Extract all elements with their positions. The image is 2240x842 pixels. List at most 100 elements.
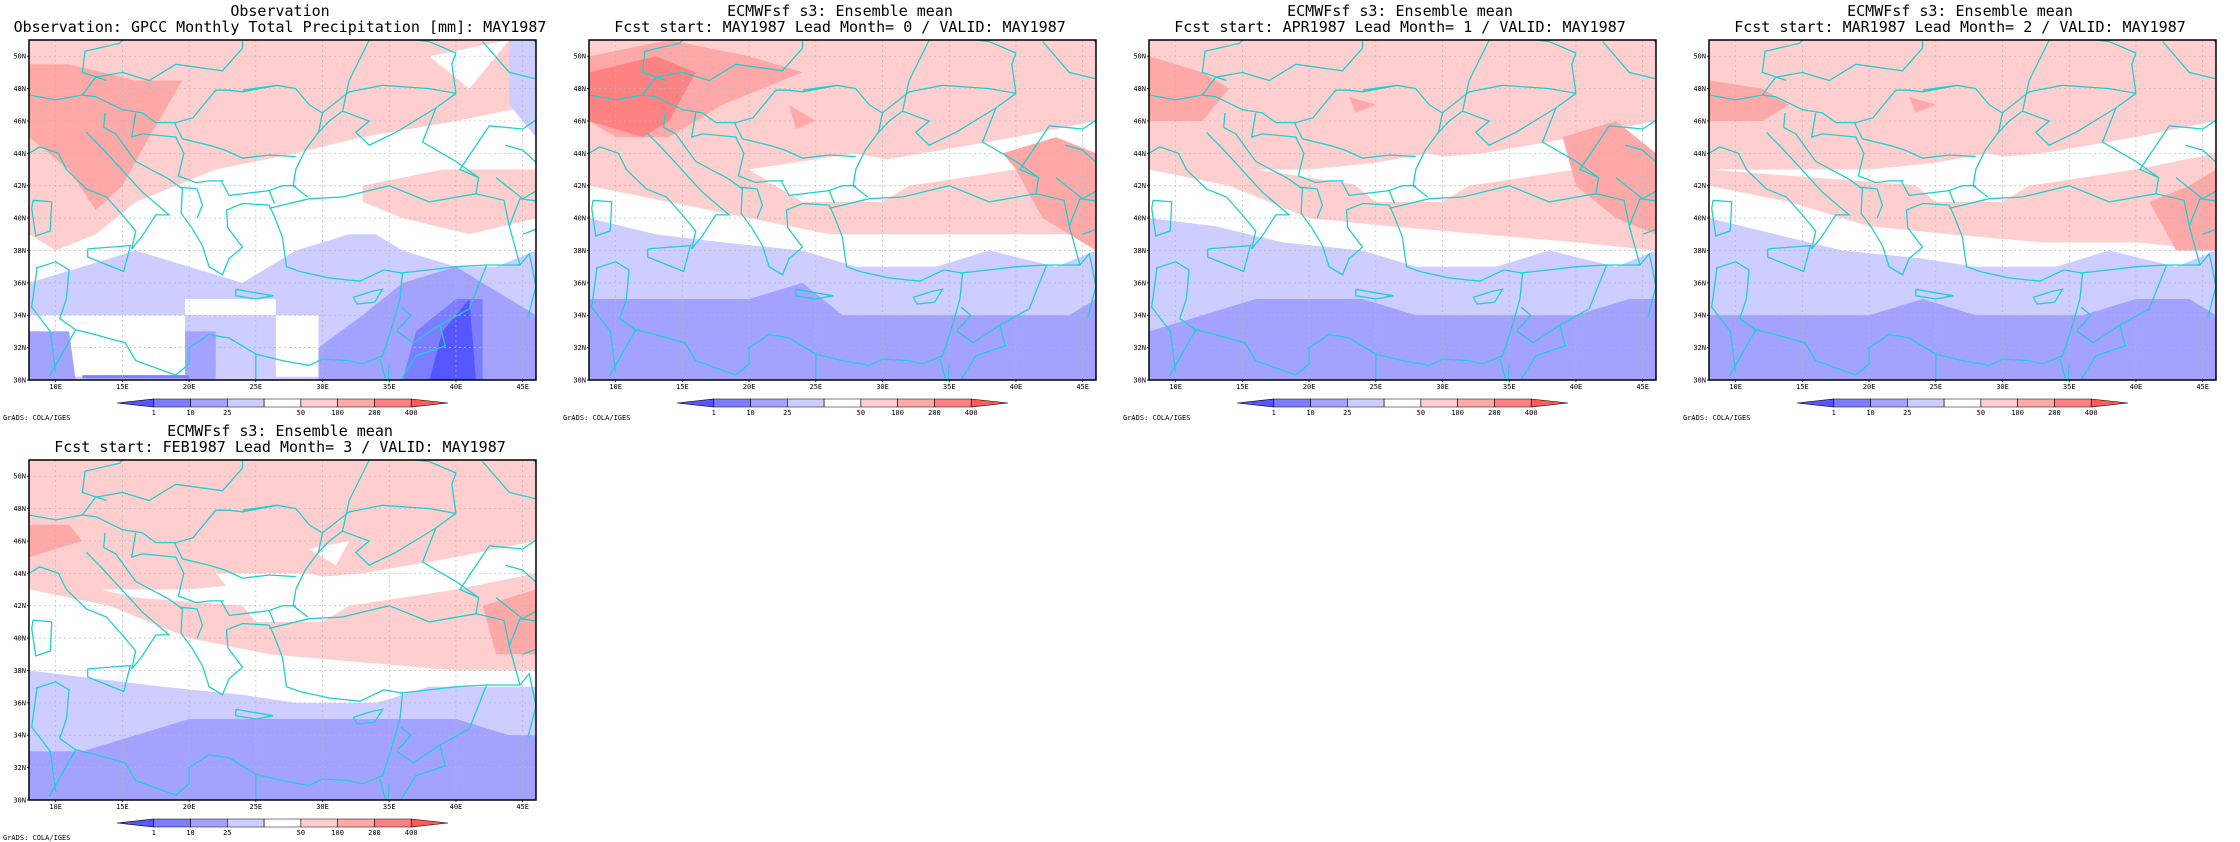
lat-tick-label: 50N bbox=[573, 53, 586, 61]
coastline bbox=[663, 112, 666, 128]
coastline bbox=[352, 708, 384, 725]
coastline bbox=[341, 460, 370, 532]
coastline bbox=[2199, 252, 2216, 318]
coastline bbox=[535, 42, 536, 46]
coastline bbox=[802, 84, 838, 91]
coastline bbox=[81, 460, 244, 516]
precip-contour-region bbox=[1149, 40, 1656, 170]
coastline bbox=[741, 186, 764, 219]
coastline bbox=[2080, 324, 2127, 380]
colorbar-label: 400 bbox=[405, 409, 418, 417]
colorbar-segment bbox=[934, 398, 972, 408]
lon-tick-label: 20E bbox=[743, 383, 756, 391]
lon-tick-label: 20E bbox=[183, 383, 196, 391]
coastline bbox=[1709, 131, 1851, 250]
lat-tick-label: 32N bbox=[573, 344, 586, 352]
coastlines bbox=[29, 40, 536, 380]
lat-tick-label: 32N bbox=[1693, 344, 1706, 352]
coastline bbox=[130, 112, 224, 184]
coastlines bbox=[1709, 40, 2216, 380]
coastline bbox=[1092, 40, 1096, 45]
coastline bbox=[1949, 106, 2160, 210]
colorbar-label: 10 bbox=[186, 409, 194, 417]
colorbar-segment bbox=[374, 398, 412, 408]
coastline bbox=[341, 40, 370, 112]
colorbar-label: 50 bbox=[297, 409, 305, 417]
coastline bbox=[641, 40, 683, 82]
coastline bbox=[415, 460, 457, 529]
panel-title: ECMWFsf s3: Ensemble mean bbox=[727, 2, 953, 20]
colorbar-label: 25 bbox=[223, 829, 231, 837]
colorbar-segment bbox=[2054, 398, 2092, 408]
colorbar: 1 10 25 50 100 200 400 bbox=[1796, 398, 2129, 417]
lat-tick-label: 44N bbox=[1693, 150, 1706, 158]
lon-tick-label: 30E bbox=[1996, 383, 2009, 391]
map-frame bbox=[1708, 39, 2217, 381]
lat-tick-label: 40N bbox=[573, 215, 586, 223]
colorbar-segment bbox=[1980, 398, 2018, 408]
coastline bbox=[1388, 190, 1396, 204]
lon-tick-label: 45E bbox=[1636, 383, 1649, 391]
coastline bbox=[1079, 252, 1096, 318]
colorbar-segment bbox=[713, 398, 751, 408]
panel-subtitle: Fcst start: MAY1987 Lead Month= 0 / VALI… bbox=[614, 18, 1066, 36]
coastline bbox=[495, 564, 536, 620]
lon-tick-label: 45E bbox=[1076, 383, 1089, 391]
colorbar-segment bbox=[750, 398, 788, 408]
coastline bbox=[31, 199, 53, 237]
coastline bbox=[31, 268, 57, 372]
lat-tick-label: 42N bbox=[1133, 182, 1146, 190]
lat-tick-label: 46N bbox=[1133, 117, 1146, 125]
precip-map: 10E 15E 20E 25E 30E 35E 40E 45E 30N 32N 34N 36N 38N 4… bbox=[1133, 39, 1657, 417]
colorbar-label: 10 bbox=[1866, 409, 1874, 417]
coastline bbox=[1861, 186, 1884, 219]
lat-tick-label: 36N bbox=[13, 699, 26, 707]
lon-tick-label: 30E bbox=[316, 803, 329, 811]
coastline bbox=[1095, 42, 1096, 46]
lon-tick-label: 35E bbox=[2063, 383, 2076, 391]
coastline bbox=[1516, 306, 1532, 331]
coastline bbox=[1948, 190, 1956, 204]
coastline bbox=[589, 84, 884, 133]
lat-tick-label: 38N bbox=[13, 247, 26, 255]
coastline bbox=[2076, 264, 2168, 344]
coastline bbox=[81, 40, 244, 96]
lat-tick-label: 40N bbox=[1693, 215, 1706, 223]
coastlines bbox=[589, 40, 1096, 380]
lat-tick-label: 36N bbox=[13, 279, 26, 287]
coastline bbox=[2032, 288, 2064, 305]
precip-contour-region bbox=[29, 331, 76, 380]
precip-contour-region bbox=[1349, 96, 1376, 113]
coastline bbox=[400, 744, 447, 800]
coastline bbox=[2095, 40, 2137, 109]
coastline bbox=[641, 40, 804, 96]
precip-map: 10E 15E 20E 25E 30E 35E 40E 45E 30N 32N 34N 36N 38N 4… bbox=[1693, 39, 2217, 417]
lat-tick-label: 44N bbox=[573, 150, 586, 158]
colorbar-segment bbox=[860, 398, 898, 408]
coastline bbox=[29, 504, 324, 553]
coastline bbox=[1853, 122, 1976, 159]
lat-tick-label: 50N bbox=[1133, 53, 1146, 61]
coastline bbox=[1149, 131, 1291, 250]
map-panel-lead1: ECMWFsf s3: Ensemble mean Fcst start: AP… bbox=[1120, 0, 1680, 422]
coastline bbox=[1728, 329, 1757, 378]
precip-contour-region bbox=[789, 104, 816, 129]
precip-contour-region bbox=[29, 299, 319, 377]
coastline bbox=[173, 122, 296, 159]
colorbar-segment bbox=[1420, 398, 1458, 408]
panel-subtitle: Fcst start: MAR1987 Lead Month= 2 / VALI… bbox=[1734, 18, 2186, 36]
lat-tick-label: 42N bbox=[13, 602, 26, 610]
colorbar-segment bbox=[1347, 398, 1385, 408]
precip-contour-region bbox=[749, 153, 936, 202]
coastline bbox=[589, 131, 731, 250]
colorbar-label: 1 bbox=[1272, 409, 1276, 417]
lat-tick-label: 38N bbox=[573, 247, 586, 255]
lon-tick-label: 10E bbox=[1169, 383, 1182, 391]
colorbar-label: 50 bbox=[297, 829, 305, 837]
coastline bbox=[379, 358, 390, 380]
precip-shading bbox=[29, 40, 536, 380]
coastline bbox=[1761, 40, 1924, 96]
lat-tick-label: 30N bbox=[573, 377, 586, 385]
panel-title: ECMWFsf s3: Ensemble mean bbox=[167, 422, 393, 440]
coastline bbox=[31, 688, 57, 792]
